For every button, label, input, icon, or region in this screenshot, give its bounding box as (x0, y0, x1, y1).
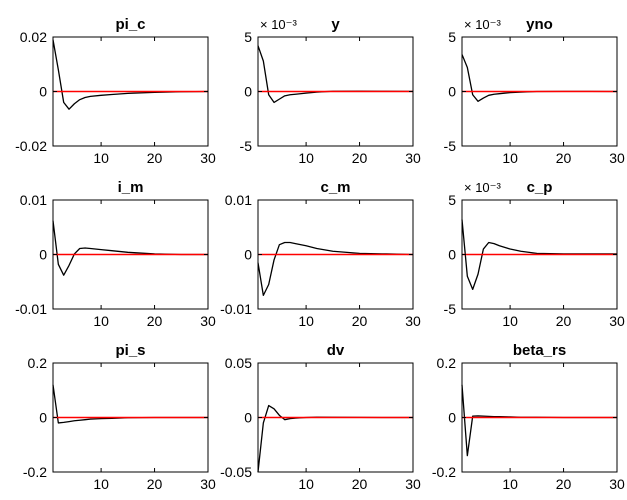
x-tick-label: 30 (405, 150, 421, 166)
subplot-beta-rs: -0.2 0 0.2 10 20 30 beta_rs (432, 342, 625, 492)
x-tick-label: 30 (200, 476, 216, 492)
x-tick-label: 30 (609, 476, 625, 492)
y-tick-label: -5 (444, 301, 457, 317)
y-tick-label: 5 (244, 29, 252, 45)
y-tick-label: 0 (448, 84, 456, 100)
y-tick-label: 0 (244, 410, 252, 426)
subplot-title: dv (327, 342, 345, 359)
x-tick-label: 10 (298, 313, 314, 329)
x-tick-label: 10 (502, 313, 518, 329)
subplot-pi-s: -0.2 0 0.2 10 20 30 pi_s (23, 342, 216, 492)
y-tick-label: 0.05 (225, 355, 252, 371)
y-tick-label: 0 (39, 84, 47, 100)
y-tick-label: 0 (39, 247, 47, 263)
y-tick-label: -5 (444, 138, 457, 154)
subplot-title: yno (526, 16, 553, 33)
subplot-yno: -5 0 5 10 20 30 yno × 10⁻³ (444, 16, 625, 166)
x-tick-label: 20 (556, 476, 572, 492)
x-tick-label: 10 (502, 476, 518, 492)
subplot-title: pi_s (115, 342, 145, 359)
x-tick-label: 20 (147, 150, 163, 166)
subplot-title: beta_rs (513, 342, 566, 359)
response-line (52, 220, 208, 276)
x-tick-label: 20 (352, 150, 368, 166)
subplot-c-p: -5 0 5 10 20 30 c_p × 10⁻³ (444, 179, 625, 329)
x-tick-label: 30 (200, 313, 216, 329)
y-tick-label: -0.2 (23, 464, 47, 480)
y-tick-label: -0.01 (220, 301, 252, 317)
subplot-title: c_m (320, 179, 350, 196)
y-tick-label: 5 (448, 29, 456, 45)
response-line (257, 241, 414, 297)
response-line (461, 54, 618, 102)
x-tick-label: 30 (405, 313, 421, 329)
y-tick-label: -0.01 (15, 301, 47, 317)
y-tick-label: -0.2 (432, 464, 456, 480)
y-tick-label: 0 (244, 247, 252, 263)
subplot-c-m: -0.01 0 0.01 10 20 30 c_m (220, 179, 421, 329)
x-tick-label: 20 (352, 313, 368, 329)
x-tick-label: 10 (93, 150, 109, 166)
y-tick-label: 0.2 (437, 355, 457, 371)
y-tick-label: -0.05 (220, 464, 252, 480)
y-tick-label: 0.2 (28, 355, 48, 371)
x-tick-label: 20 (556, 150, 572, 166)
y-tick-label: 0.02 (20, 29, 47, 45)
response-line (52, 39, 209, 110)
y-tick-label: 0 (39, 410, 47, 426)
x-tick-label: 20 (147, 313, 163, 329)
subplot-title: c_p (527, 179, 553, 196)
response-line (257, 45, 414, 104)
x-tick-label: 10 (298, 150, 314, 166)
y-tick-label: 5 (448, 192, 456, 208)
x-tick-label: 20 (352, 476, 368, 492)
subplot-i-m: -0.01 0 0.01 10 20 30 i_m (15, 179, 216, 329)
x-tick-label: 30 (609, 150, 625, 166)
y-tick-label: 0 (448, 410, 456, 426)
response-line (461, 384, 617, 457)
x-tick-label: 10 (298, 476, 314, 492)
y-tick-label: 0 (244, 84, 252, 100)
x-tick-label: 30 (200, 150, 216, 166)
x-tick-label: 10 (502, 150, 518, 166)
y-tick-label: 0 (448, 247, 456, 263)
subplot-title: y (331, 16, 340, 33)
exponent-label: × 10⁻³ (260, 17, 298, 32)
x-tick-label: 10 (93, 476, 109, 492)
subplot-title: i_m (118, 179, 144, 196)
exponent-label: × 10⁻³ (464, 180, 502, 195)
subplot-title: pi_c (115, 16, 145, 33)
subplot-dv: -0.05 0 0.05 10 20 30 dv (220, 342, 421, 492)
x-tick-label: 10 (93, 313, 109, 329)
x-tick-label: 30 (609, 313, 625, 329)
response-line (257, 404, 413, 473)
x-tick-label: 20 (147, 476, 163, 492)
exponent-label: × 10⁻³ (464, 17, 502, 32)
y-tick-label: -0.02 (15, 138, 47, 154)
x-tick-label: 30 (405, 476, 421, 492)
y-tick-label: 0.01 (225, 192, 252, 208)
x-tick-label: 20 (556, 313, 572, 329)
y-tick-label: 0.01 (20, 192, 47, 208)
y-tick-label: -5 (240, 138, 253, 154)
subplot-pi-c: -0.02 0 0.02 10 20 30 pi_c (15, 16, 216, 166)
subplot-y: -5 0 5 10 20 30 y × 10⁻³ (240, 16, 421, 166)
